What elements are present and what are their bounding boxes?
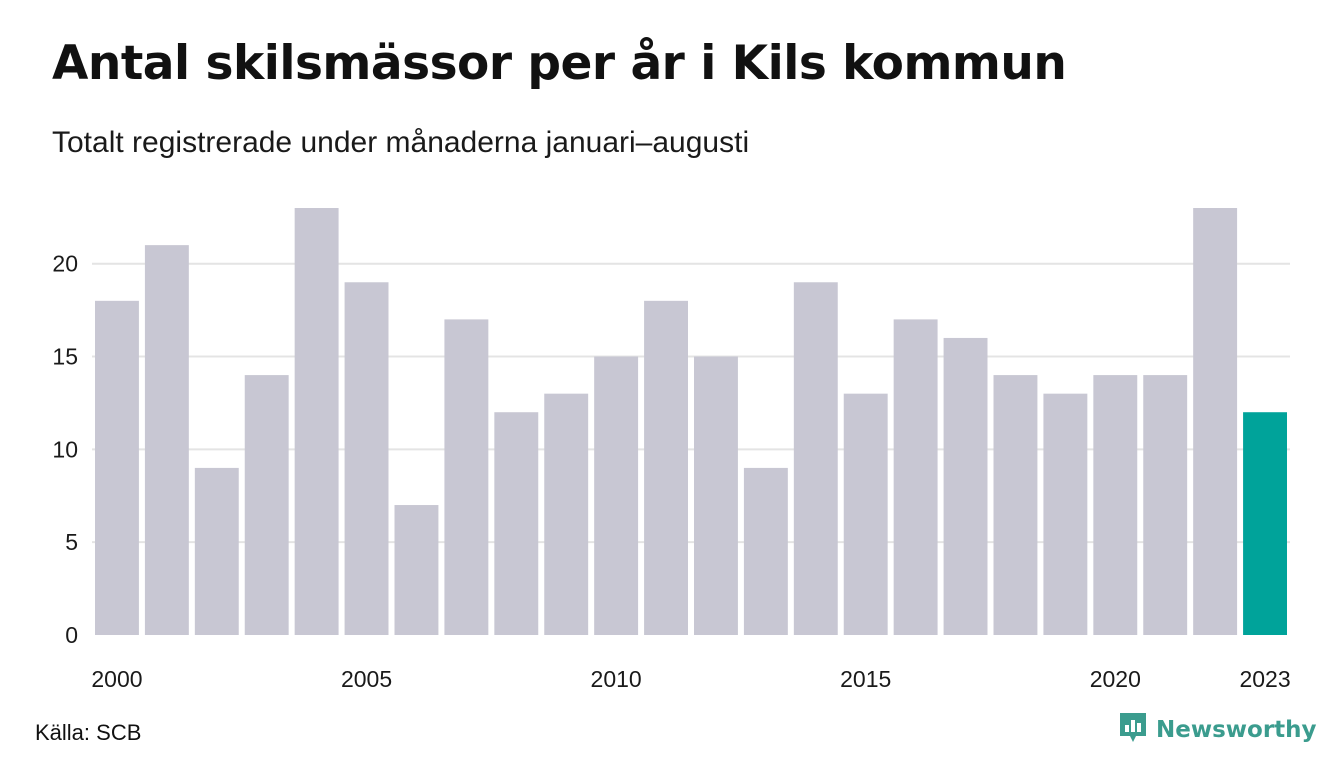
bar-2001 bbox=[144, 245, 189, 635]
bar-2016 bbox=[893, 319, 938, 635]
bar-2020 bbox=[1093, 375, 1138, 635]
chart-title: Antal skilsmässor per år i Kils kommun bbox=[52, 36, 1067, 91]
x-tick-label-2020: 2020 bbox=[1090, 666, 1141, 692]
source-note: Källa: SCB bbox=[35, 720, 142, 745]
bar-2014 bbox=[793, 282, 838, 635]
x-tick-label-2023: 2023 bbox=[1239, 666, 1290, 692]
bar-2010 bbox=[594, 356, 639, 635]
bar-2021 bbox=[1143, 375, 1188, 635]
bar-2011 bbox=[644, 300, 688, 635]
bar-2013 bbox=[743, 467, 788, 635]
bar-2005 bbox=[344, 282, 389, 635]
y-tick-label-5: 5 bbox=[65, 529, 78, 555]
bar-2004 bbox=[294, 208, 339, 635]
bar-2008 bbox=[494, 412, 539, 635]
bar-2002 bbox=[194, 467, 239, 635]
bar-2000 bbox=[95, 300, 139, 635]
x-tick-label-2010: 2010 bbox=[591, 666, 642, 692]
bars bbox=[95, 208, 1287, 635]
brand-logo: Newsworthy bbox=[1118, 712, 1317, 748]
y-tick-label-0: 0 bbox=[65, 622, 78, 648]
brand-name: Newsworthy bbox=[1156, 717, 1317, 743]
bar-2012 bbox=[694, 356, 738, 635]
bar-2007 bbox=[444, 319, 489, 635]
y-tick-label-20: 20 bbox=[52, 251, 78, 277]
bar-2017 bbox=[943, 337, 988, 635]
bar-2023 bbox=[1243, 412, 1287, 635]
x-tick-label-2000: 2000 bbox=[91, 666, 142, 692]
x-axis-ticks: 2000 2005 2010 2015 2020 2023 bbox=[91, 666, 1290, 692]
y-tick-label-10: 10 bbox=[52, 436, 78, 462]
bar-2022 bbox=[1193, 208, 1238, 635]
chart-subtitle: Totalt registrerade under månaderna janu… bbox=[52, 126, 750, 159]
bar-2009 bbox=[544, 393, 589, 635]
bar-2006 bbox=[394, 505, 439, 635]
bar-2015 bbox=[843, 393, 888, 635]
x-tick-label-2015: 2015 bbox=[840, 666, 891, 692]
y-axis-ticks: 0 5 10 15 20 bbox=[52, 251, 78, 648]
x-tick-label-2005: 2005 bbox=[341, 666, 392, 692]
bar-2018 bbox=[993, 375, 1038, 635]
y-tick-label-15: 15 bbox=[52, 344, 78, 370]
newsworthy-logo-icon bbox=[1118, 711, 1148, 750]
bar-2019 bbox=[1043, 393, 1088, 635]
bar-2003 bbox=[244, 375, 289, 635]
gridlines bbox=[92, 262, 1290, 544]
